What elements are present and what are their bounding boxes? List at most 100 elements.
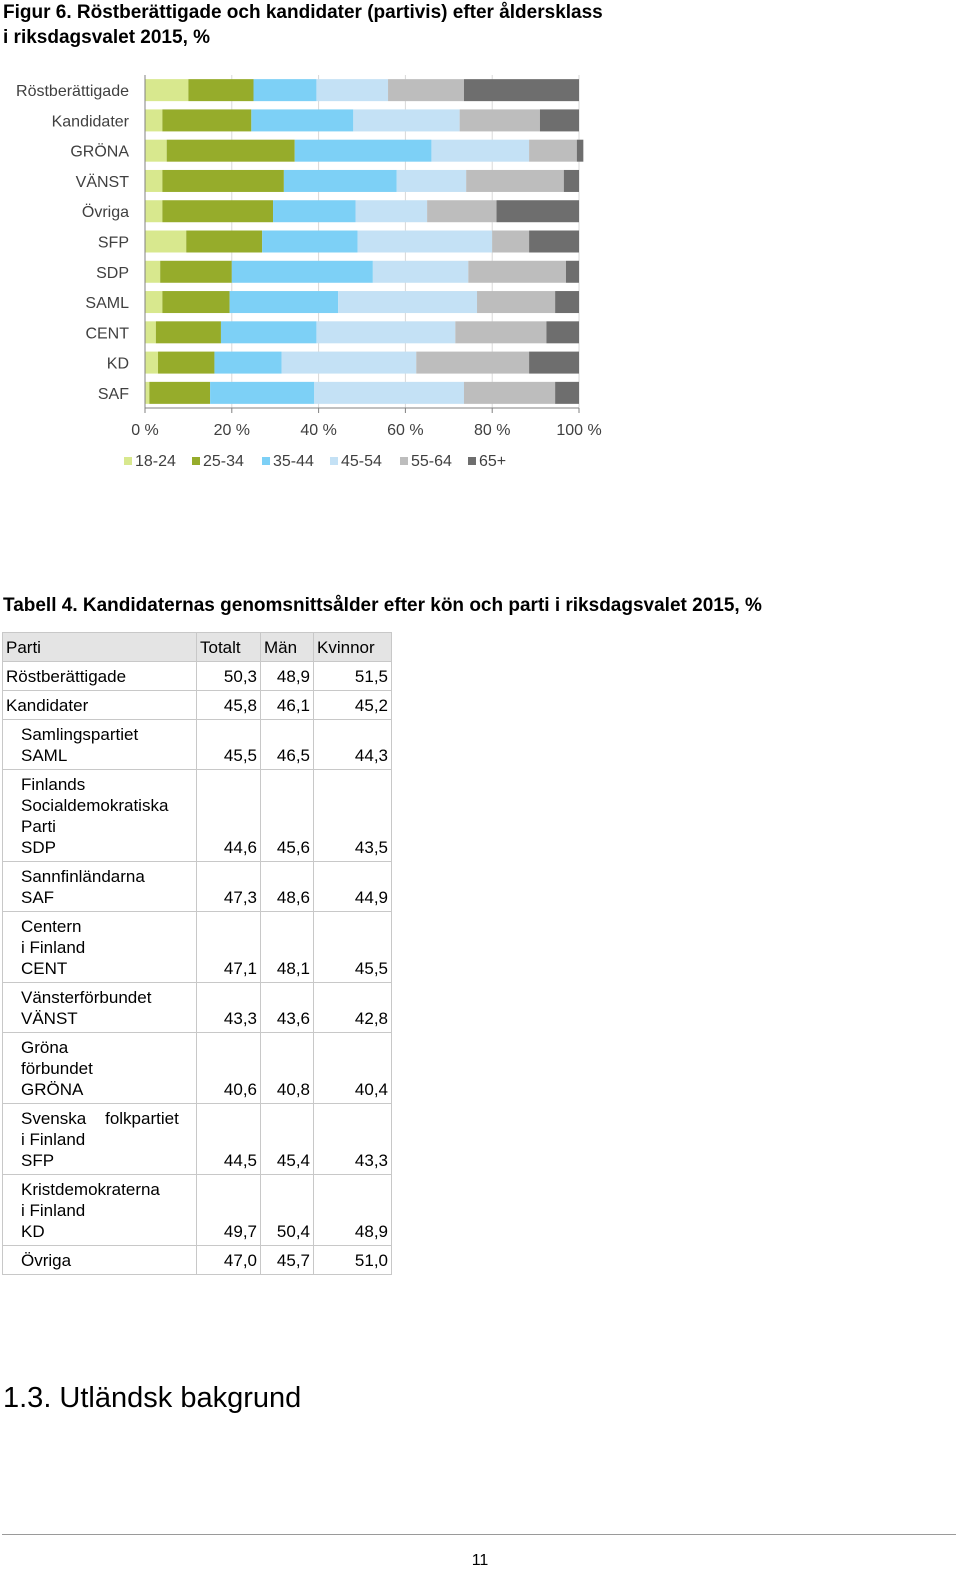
value-kvinnor: 51,0 [313, 1245, 392, 1275]
table-row: Vänsterförbundet VÄNST 43,3 43,6 42,8 [2, 982, 392, 1033]
party-name-line: i Finland [21, 938, 86, 957]
category-label: SAF [98, 386, 129, 403]
bar-segment [145, 291, 163, 314]
bar-segment [145, 200, 163, 223]
bar-segment [145, 79, 189, 102]
legend-swatch [400, 457, 408, 465]
table-row: Kandidater 45,8 46,1 45,2 [2, 690, 392, 720]
party-name-line: Röstberättigade [6, 667, 127, 686]
value-totalt: 49,7 [196, 1174, 261, 1246]
page-number: 11 [471, 1552, 489, 1569]
value-totalt: 45,8 [196, 690, 261, 720]
x-tick-label: 0 % [131, 422, 159, 439]
party-name-cell: Röstberättigade [2, 661, 197, 691]
value-kvinnor: 45,5 [313, 911, 392, 983]
value-totalt: 44,5 [196, 1103, 261, 1175]
value-totalt: 47,0 [196, 1245, 261, 1275]
legend-label: 55-64 [411, 453, 452, 470]
legend-label: 65+ [479, 453, 506, 470]
value-man: 46,1 [260, 690, 314, 720]
party-name-line: SAF [21, 888, 55, 907]
legend-label: 18-24 [135, 453, 176, 470]
table-row: Röstberättigade 50,3 48,9 51,5 [2, 661, 392, 691]
bar-segment [283, 169, 397, 192]
party-name-cell: Sannfinländarna SAF [2, 861, 197, 912]
bar-segment [431, 139, 530, 162]
party-name-line: Gröna [21, 1038, 69, 1057]
category-label: Övriga [82, 203, 129, 221]
legend-swatch [192, 457, 200, 465]
category-label: SFP [98, 235, 129, 252]
bar-segment [539, 109, 579, 132]
value-man: 40,8 [260, 1032, 314, 1104]
category-label: VÄNST [76, 173, 130, 191]
party-name-line: i Finland [21, 1201, 86, 1220]
bar-segment [145, 230, 187, 253]
party-name-line: Samlingspartiet [21, 725, 139, 744]
party-name-cell: Gröna förbundet GRÖNA [2, 1032, 197, 1104]
value-kvinnor: 43,5 [313, 769, 392, 862]
figure-title-line-2: i riksdagsvalet 2015, % [3, 27, 211, 48]
bar-segment [468, 260, 566, 283]
header-kvinnor: Kvinnor [313, 632, 392, 662]
party-name-line: Kristdemokraterna [21, 1180, 160, 1199]
legend-swatch [330, 457, 338, 465]
bar-segment [576, 139, 584, 162]
party-name-cell: Samlingspartiet SAML [2, 719, 197, 770]
bar-segment [565, 260, 579, 283]
party-name-cell: Övriga [2, 1245, 197, 1275]
party-name-cell: Centern i Finland CENT [2, 911, 197, 983]
bar-segment [145, 169, 163, 192]
category-label: GRÖNA [70, 143, 129, 161]
value-man: 45,6 [260, 769, 314, 862]
bar-segment [388, 79, 464, 102]
header-man: Män [260, 632, 314, 662]
bar-segment [155, 321, 221, 344]
category-label: Kandidater [52, 113, 130, 130]
party-name-line: VÄNST [21, 1009, 78, 1028]
bar-segment [555, 381, 579, 404]
category-label: SAML [85, 295, 129, 312]
value-totalt: 47,3 [196, 861, 261, 912]
legend-swatch [124, 457, 132, 465]
bar-segment [162, 200, 274, 223]
bar-segment [427, 200, 497, 223]
bar-segment [455, 321, 547, 344]
bar-segment [220, 321, 317, 344]
bar-segment [160, 260, 232, 283]
bar-segment [214, 351, 282, 374]
party-name-cell: Finlands Socialdemokratiska Parti SDP [2, 769, 197, 862]
value-totalt: 45,5 [196, 719, 261, 770]
bar-segment [314, 381, 464, 404]
bar-segment [338, 291, 478, 314]
party-name-line: Finlands [21, 775, 86, 794]
bar-segment [546, 321, 579, 344]
bar-segment [316, 321, 456, 344]
x-tick-label: 80 % [474, 422, 510, 439]
party-name-line: Parti [21, 817, 56, 836]
party-name-cell: Kandidater [2, 690, 197, 720]
table-row: Samlingspartiet SAML 45,5 46,5 44,3 [2, 719, 392, 770]
value-man: 43,6 [260, 982, 314, 1033]
value-kvinnor: 51,5 [313, 661, 392, 691]
bar-segment [459, 109, 540, 132]
table-row: Övriga 47,0 45,7 51,0 [2, 1245, 392, 1275]
x-tick-label: 60 % [387, 422, 423, 439]
party-name-line: SFP [21, 1151, 55, 1170]
footer-rule [2, 1534, 956, 1535]
party-name-line: Vänsterförbundet [21, 988, 152, 1007]
bar-segment [162, 169, 284, 192]
bar-segment [281, 351, 417, 374]
bar-segment [145, 139, 167, 162]
legend-swatch [468, 457, 476, 465]
value-man: 46,5 [260, 719, 314, 770]
header-totalt: Totalt [196, 632, 261, 662]
value-totalt: 40,6 [196, 1032, 261, 1104]
table-row: Svenska folkpartiet i Finland SFP 44,5 45,4 4… [2, 1103, 392, 1175]
party-name-line: i Finland [21, 1130, 86, 1149]
table-row: Centern i Finland CENT 47,1 48,1 45,5 [2, 911, 392, 983]
bar-segment [145, 351, 159, 374]
bar-segment [149, 381, 211, 404]
bar-segment [231, 260, 373, 283]
value-man: 48,9 [260, 661, 314, 691]
